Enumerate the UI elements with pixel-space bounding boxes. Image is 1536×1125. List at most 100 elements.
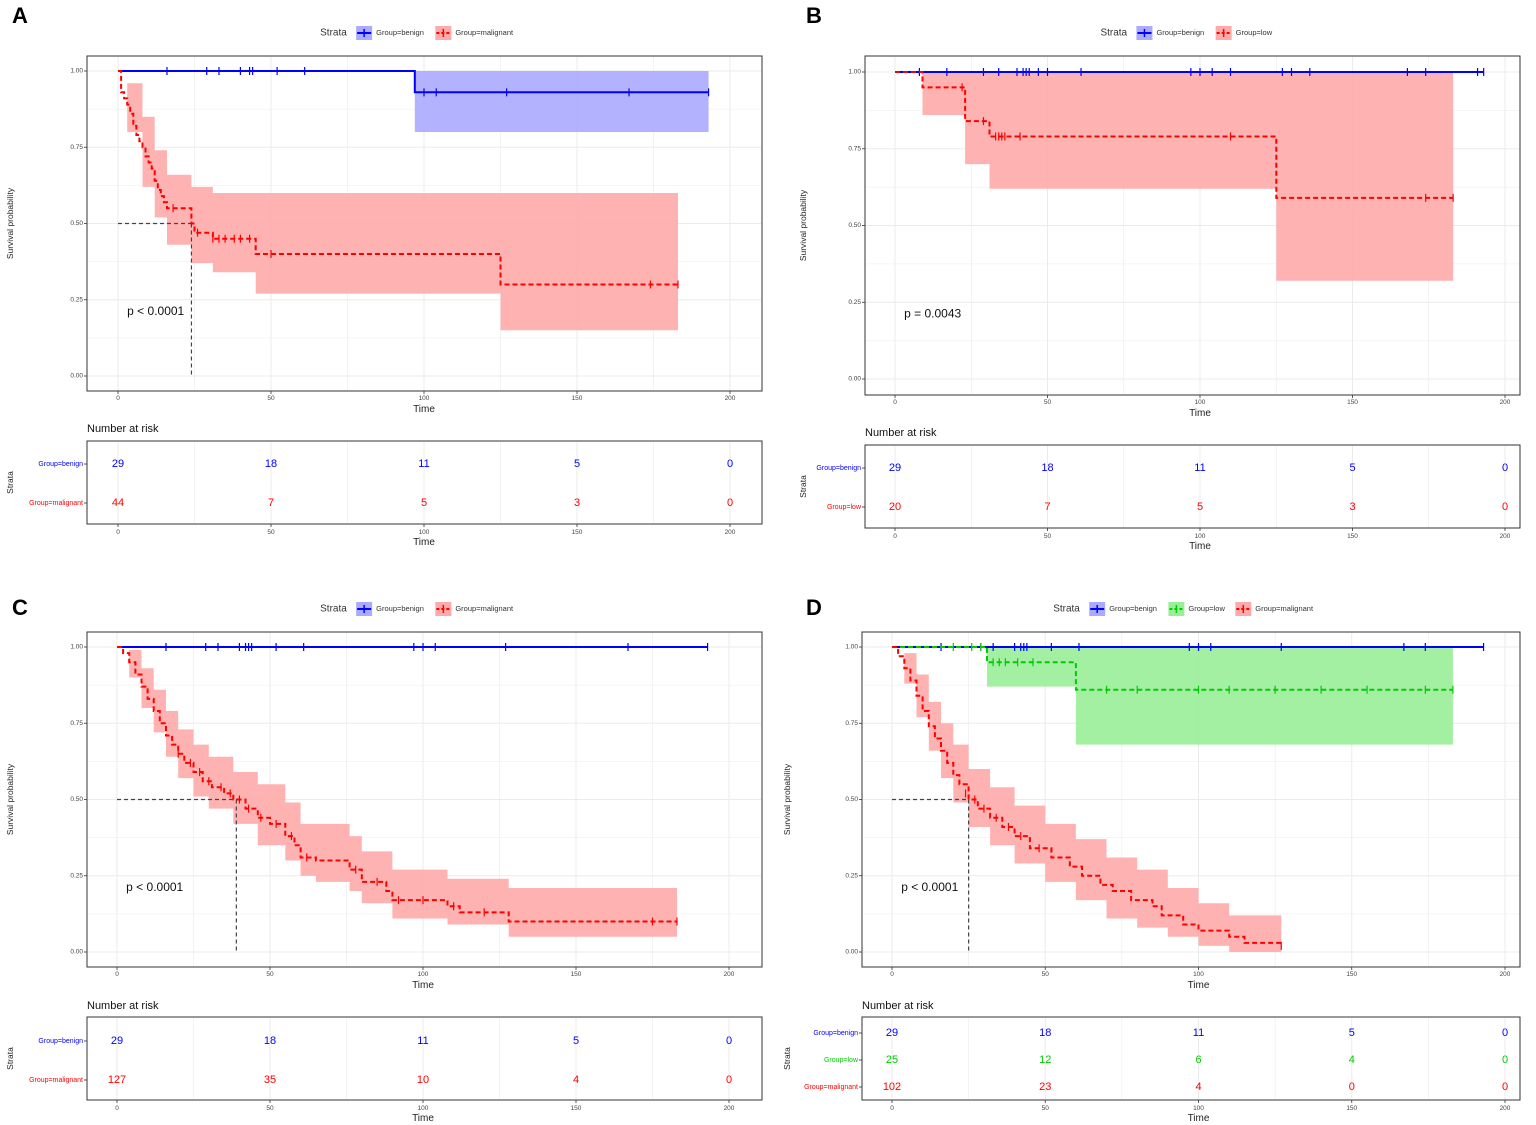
risk-count: 7 — [268, 497, 274, 509]
survival-line-Group=low — [892, 646, 1453, 691]
panel-label: A — [12, 3, 28, 28]
y-tick-label: 1.00 — [70, 68, 83, 75]
risk-count: 0 — [1349, 1081, 1355, 1093]
y-tick-label: 0.50 — [848, 222, 861, 229]
risk-row-label: Group=benign — [38, 1038, 83, 1045]
risk-count: 127 — [108, 1074, 126, 1086]
risk-count: 3 — [574, 497, 580, 509]
risk-count: 11 — [417, 1035, 428, 1047]
x-tick-label: 200 — [1500, 971, 1511, 978]
risk-count: 20 — [889, 501, 901, 513]
pvalue-label: p < 0.0001 — [901, 880, 958, 894]
risk-count: 29 — [111, 1035, 123, 1047]
y-tick-label: 0.50 — [70, 220, 83, 227]
y-axis-label: Survival probability — [782, 763, 792, 835]
legend-label: Group=low — [1188, 604, 1225, 613]
legend-title: Strata — [1100, 28, 1127, 39]
y-axis-label: Survival probability — [5, 763, 15, 835]
x-tick-label: 150 — [1346, 971, 1357, 978]
risk-count: 18 — [264, 1035, 276, 1047]
risk-x-tick-label: 0 — [116, 529, 120, 536]
panel-C: C Strata Group=benign Group=malignant p < 0.… — [5, 595, 763, 1124]
risk-count: 35 — [264, 1074, 276, 1086]
y-tick-label: 0.00 — [848, 376, 861, 383]
risk-count: 0 — [727, 458, 733, 470]
y-tick-label: 0.25 — [845, 872, 858, 879]
y-tick-label: 0.75 — [845, 720, 858, 727]
x-tick-label: 150 — [572, 395, 583, 402]
legend: Strata Group=benign Group=low — [1100, 26, 1273, 40]
legend-label: Group=malignant — [1255, 604, 1314, 613]
y-axis-label: Survival probability — [798, 189, 808, 261]
risk-count: 5 — [1349, 462, 1355, 474]
risk-count: 0 — [1502, 462, 1508, 474]
x-tick-label: 50 — [1042, 971, 1050, 978]
ci-band-Group=malignant — [892, 647, 1282, 952]
y-tick-label: 0.25 — [70, 872, 83, 879]
risk-table-title: Number at risk — [862, 1000, 934, 1012]
risk-x-tick-label: 50 — [1044, 533, 1052, 540]
risk-y-axis-label: Strata — [5, 1047, 15, 1070]
risk-count: 5 — [574, 458, 580, 470]
pvalue-label: p < 0.0001 — [127, 304, 184, 318]
ci-band-Group=malignant — [117, 647, 677, 937]
x-tick-label: 100 — [419, 395, 430, 402]
risk-x-tick-label: 0 — [115, 1105, 119, 1112]
risk-count: 0 — [727, 497, 733, 509]
x-tick-label: 50 — [1044, 399, 1052, 406]
x-tick-label: 100 — [1193, 971, 1204, 978]
survival-line-Group=malignant — [117, 646, 677, 923]
risk-count: 10 — [417, 1074, 429, 1086]
risk-x-axis-label: Time — [1189, 541, 1211, 552]
risk-x-tick-label: 200 — [725, 529, 736, 536]
risk-x-tick-label: 150 — [1346, 1105, 1357, 1112]
y-tick-label: 1.00 — [848, 69, 861, 76]
risk-x-tick-label: 200 — [1500, 1105, 1511, 1112]
survival-line-Group=malignant — [892, 646, 1283, 946]
x-tick-label: 150 — [1347, 399, 1358, 406]
panel-A: A Strata Group=benign Group=malignant p < 0.… — [5, 3, 763, 548]
survival-line-Group=low — [895, 71, 1454, 199]
x-axis-label: Time — [413, 404, 435, 415]
risk-count: 18 — [265, 458, 277, 470]
panel-label: C — [12, 595, 28, 620]
risk-x-tick-label: 200 — [724, 1105, 735, 1112]
x-tick-label: 50 — [267, 395, 275, 402]
risk-x-tick-label: 50 — [266, 1105, 274, 1112]
pvalue-label: p < 0.0001 — [126, 880, 183, 894]
x-axis-label: Time — [1188, 980, 1210, 991]
legend: Strata Group=benign Group=malignant — [320, 602, 514, 616]
panel-D: D Strata Group=benign Group=low Group=malign… — [782, 595, 1521, 1124]
risk-count: 12 — [1039, 1054, 1051, 1066]
y-tick-label: 0.00 — [845, 949, 858, 956]
risk-count: 4 — [1195, 1081, 1201, 1093]
risk-count: 0 — [726, 1035, 732, 1047]
y-tick-label: 0.25 — [848, 299, 861, 306]
risk-y-axis-label: Strata — [782, 1047, 792, 1070]
legend-label: Group=benign — [376, 604, 424, 613]
risk-table-panel — [86, 1016, 763, 1101]
risk-count: 23 — [1039, 1081, 1051, 1093]
ci-band-Group=benign — [118, 71, 709, 132]
risk-count: 18 — [1039, 1027, 1051, 1039]
legend-label: Group=benign — [1109, 604, 1157, 613]
x-tick-label: 0 — [116, 395, 120, 402]
risk-count: 18 — [1041, 462, 1053, 474]
y-tick-label: 0.75 — [70, 720, 83, 727]
x-tick-label: 100 — [1195, 399, 1206, 406]
x-tick-label: 150 — [571, 971, 582, 978]
risk-count: 25 — [886, 1054, 898, 1066]
y-tick-label: 1.00 — [70, 644, 83, 651]
x-tick-label: 200 — [724, 971, 735, 978]
risk-table-title: Number at risk — [87, 423, 159, 435]
risk-count: 29 — [112, 458, 124, 470]
risk-x-tick-label: 50 — [267, 529, 275, 536]
risk-table-panel — [864, 444, 1521, 529]
risk-row-label: Group=malignant — [29, 1077, 83, 1084]
risk-count: 44 — [112, 497, 124, 509]
y-tick-label: 0.25 — [70, 296, 83, 303]
x-tick-label: 100 — [418, 971, 429, 978]
survival-line-Group=benign — [118, 70, 709, 94]
risk-y-axis-label: Strata — [5, 471, 15, 494]
risk-count: 5 — [1197, 501, 1203, 513]
